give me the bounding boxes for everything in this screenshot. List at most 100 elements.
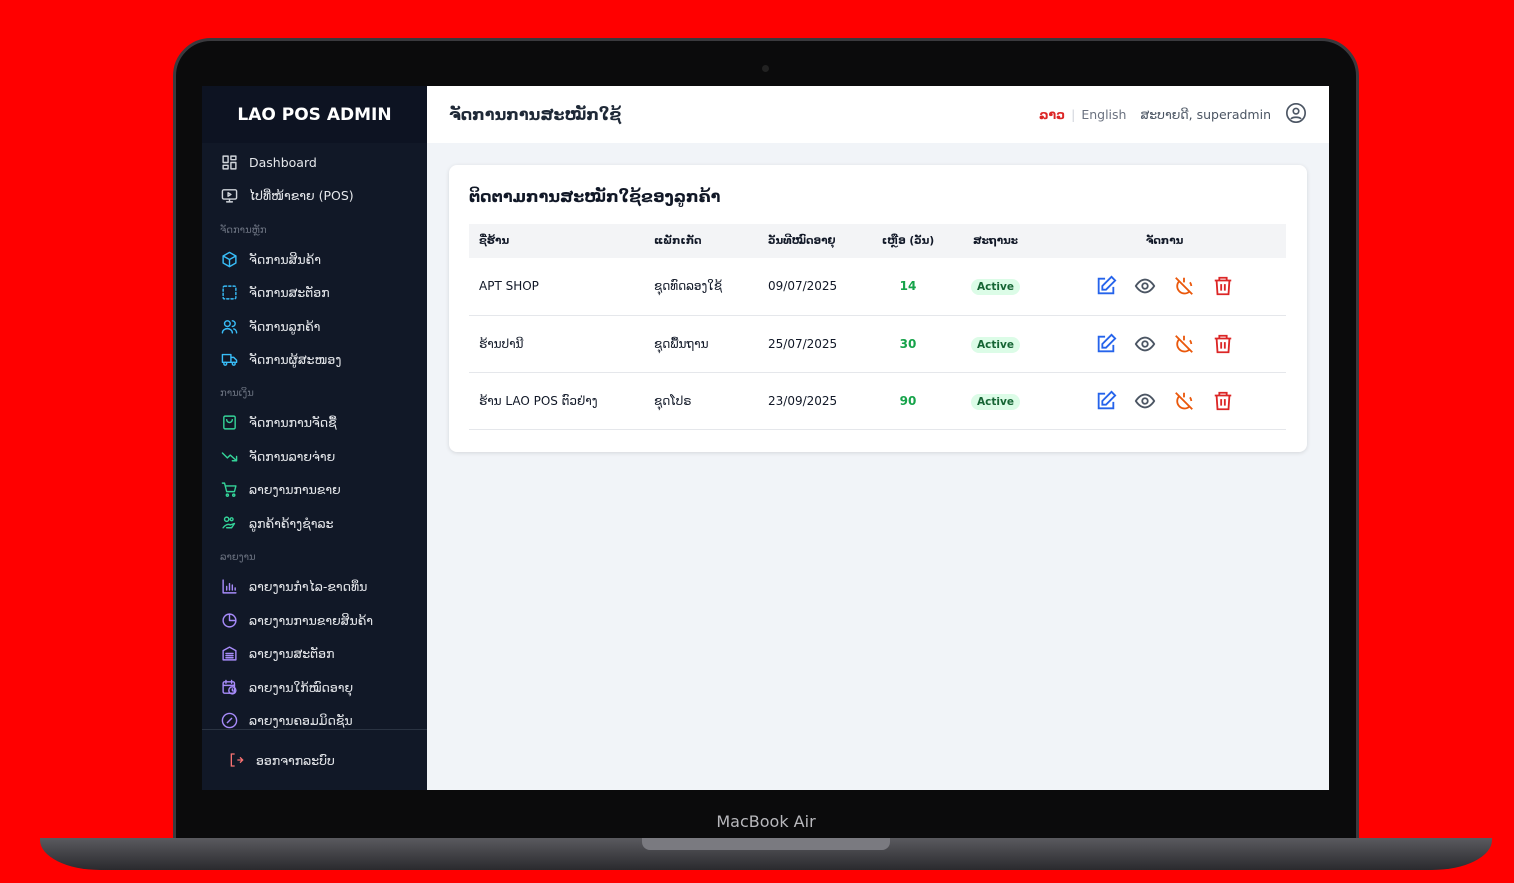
calendar-clock-icon: [220, 678, 238, 696]
logout-icon: [227, 751, 245, 769]
shop-name: ຮ້ານ LAO POS ຕົວຢ່າງ: [469, 372, 644, 430]
sidebar-item-label: ລາຍງານສະຕັອກ: [249, 645, 335, 661]
status-badge: Active: [971, 393, 1020, 410]
percent-icon: [220, 711, 238, 729]
suspend-power-off-icon[interactable]: [1173, 333, 1195, 355]
delete-trash-icon[interactable]: [1212, 333, 1234, 355]
shop-name: ຮ້ານປານີ: [469, 315, 644, 373]
delete-trash-icon[interactable]: [1212, 275, 1234, 297]
box-icon: [220, 250, 238, 268]
monitor-play-icon: [220, 186, 238, 204]
sidebar-item[interactable]: ລາຍງານກຳໄລ-ຂາດທຶນ: [220, 577, 367, 595]
lang-lao-link[interactable]: ລາວ: [1038, 107, 1066, 122]
pie-chart-icon: [220, 611, 238, 629]
sidebar-item[interactable]: ຈັດການການຈັດຊື້: [220, 413, 337, 431]
col-expiry: ວັນທີໝົດອາຍຸ: [758, 224, 868, 258]
trend-down-icon: [220, 447, 238, 465]
sidebar-item-label: ລູກຄ້າຄ້າງຊຳລະ: [249, 515, 334, 531]
sidebar-item-label: ລາຍງານການຂາຍສິນຄ້າ: [249, 612, 374, 628]
bar-chart-icon: [220, 577, 238, 595]
package: ຊຸດໂປຣ: [644, 372, 758, 430]
hand-coins-icon: [220, 514, 238, 532]
lang-divider: |: [1071, 107, 1076, 122]
camera: [762, 65, 769, 72]
edit-icon[interactable]: [1095, 390, 1117, 412]
edit-icon[interactable]: [1095, 275, 1117, 297]
sidebar-item[interactable]: ຈັດການລາຍຈ່າຍ: [220, 447, 335, 465]
subscription-card: ຕິດຕາມການສະໝັກໃຊ້ຂອງລູກຄ້າ ຊື່ຮ້ານ ແພັກເ…: [449, 165, 1307, 452]
col-actions: ຈັດການ: [1043, 224, 1286, 258]
sidebar-item[interactable]: ຈັດການລູກຄ້າ: [220, 317, 320, 335]
sidebar-item-label: ຈັດການສິນຄ້າ: [249, 251, 321, 267]
sidebar-item[interactable]: ລາຍງານການຂາຍ: [220, 480, 341, 498]
cart-icon: [220, 480, 238, 498]
expiry-date: 23/09/2025: [758, 372, 868, 430]
sidebar-item[interactable]: ລາຍງານໃກ້ໝົດອາຍຸ: [220, 678, 353, 696]
sidebar-item-label: ຈັດການລາຍຈ່າຍ: [249, 448, 336, 464]
logout-area: ອອກຈາກລະບົບ: [202, 729, 427, 790]
package: ຊຸດທົດລອງໃຊ້: [644, 258, 758, 316]
sidebar-item-label: ລາຍງານຄອມມິດຊັນ: [249, 712, 353, 728]
sidebar-item[interactable]: Dashboard: [220, 153, 317, 171]
suspend-power-off-icon[interactable]: [1173, 275, 1195, 297]
days-remaining: 90: [868, 372, 948, 430]
delete-trash-icon[interactable]: [1212, 390, 1234, 412]
edit-icon[interactable]: [1095, 333, 1117, 355]
sidebar-item-label: ລາຍງານກຳໄລ-ຂາດທຶນ: [249, 578, 368, 594]
col-status: ສະຖານະ: [948, 224, 1043, 258]
logo: LAO POS ADMIN: [202, 86, 427, 143]
card-title: ຕິດຕາມການສະໝັກໃຊ້ຂອງລູກຄ້າ: [469, 187, 721, 206]
package: ຊຸດພື້ນຖານ: [644, 315, 758, 373]
shop-name: APT SHOP: [469, 258, 644, 316]
view-eye-icon[interactable]: [1134, 333, 1156, 355]
sidebar-item[interactable]: ລາຍງານຄອມມິດຊັນ: [220, 711, 353, 729]
page-title: ຈັດການການສະໝັກໃຊ້: [449, 105, 622, 124]
sidebar: LAO POS ADMIN Dashboard ໄປທີ່ໜ້າຂາຍ (POS)…: [202, 86, 427, 790]
view-eye-icon[interactable]: [1134, 390, 1156, 412]
view-eye-icon[interactable]: [1134, 275, 1156, 297]
days-remaining: 30: [868, 315, 948, 373]
sidebar-item-label: ຈັດການສະຕັອກ: [249, 284, 330, 300]
section-label: ລາຍງານ: [220, 552, 256, 563]
device-label: MacBook Air: [716, 812, 816, 831]
logout-label: ອອກຈາກລະບົບ: [256, 752, 335, 768]
table-row: ຮ້ານປານີ ຊຸດພື້ນຖານ 25/07/2025 30 Active: [469, 315, 1286, 373]
lang-english-link[interactable]: English: [1081, 107, 1127, 122]
col-shop: ຊື່ຮ້ານ: [469, 224, 644, 258]
truck-icon: [220, 350, 238, 368]
status-badge: Active: [971, 279, 1020, 296]
sidebar-item-label: ຈັດການລູກຄ້າ: [249, 318, 321, 334]
table-row: ຮ້ານ LAO POS ຕົວຢ່າງ ຊຸດໂປຣ 23/09/2025 9…: [469, 372, 1286, 430]
sidebar-item[interactable]: ຈັດການສະຕັອກ: [220, 283, 330, 301]
sidebar-item-label: ຈັດການການຈັດຊື້: [249, 414, 337, 430]
table-row: APT SHOP ຊຸດທົດລອງໃຊ້ 09/07/2025 14 Acti…: [469, 258, 1286, 316]
expiry-date: 09/07/2025: [758, 258, 868, 316]
top-header: ຈັດການການສະໝັກໃຊ້ ລາວ | English ສະບາຍດີ,…: [427, 86, 1329, 143]
days-remaining: 14: [868, 258, 948, 316]
section-label: ຈັດການຫຼັກ: [220, 225, 267, 236]
user-avatar-icon[interactable]: [1285, 102, 1307, 127]
sidebar-item[interactable]: ລູກຄ້າຄ້າງຊຳລະ: [220, 514, 334, 532]
sidebar-item[interactable]: ຈັດການຜູ້ສະໜອງ: [220, 350, 341, 368]
greeting: ສະບາຍດີ, superadmin: [1140, 107, 1271, 122]
sidebar-item[interactable]: ຈັດການສິນຄ້າ: [220, 250, 321, 268]
suspend-power-off-icon[interactable]: [1173, 390, 1195, 412]
sidebar-item-label: ຈັດການຜູ້ສະໜອງ: [249, 351, 342, 367]
sidebar-item[interactable]: ລາຍງານການຂາຍສິນຄ້າ: [220, 611, 373, 629]
dashed-square-icon: [220, 283, 238, 301]
users-icon: [220, 317, 238, 335]
warehouse-icon: [220, 644, 238, 662]
sidebar-item-label: ລາຍງານໃກ້ໝົດອາຍຸ: [249, 679, 354, 695]
col-package: ແພັກເກັດ: [644, 224, 758, 258]
col-remaining: ເຫຼືອ (ວັນ): [868, 224, 948, 258]
sidebar-item[interactable]: ໄປທີ່ໜ້າຂາຍ (POS): [220, 186, 354, 204]
sidebar-item-label: ລາຍງານການຂາຍ: [249, 481, 341, 497]
section-label: ການເງິນ: [220, 388, 254, 399]
expiry-date: 25/07/2025: [758, 315, 868, 373]
screen: LAO POS ADMIN Dashboard ໄປທີ່ໜ້າຂາຍ (POS)…: [202, 86, 1329, 790]
dashboard-icon: [220, 153, 238, 171]
shopping-bag-icon: [220, 413, 238, 431]
sidebar-item[interactable]: ລາຍງານສະຕັອກ: [220, 644, 334, 662]
sidebar-item-label: ໄປທີ່ໜ້າຂາຍ (POS): [249, 187, 354, 203]
logout-button[interactable]: ອອກຈາກລະບົບ: [227, 751, 335, 769]
